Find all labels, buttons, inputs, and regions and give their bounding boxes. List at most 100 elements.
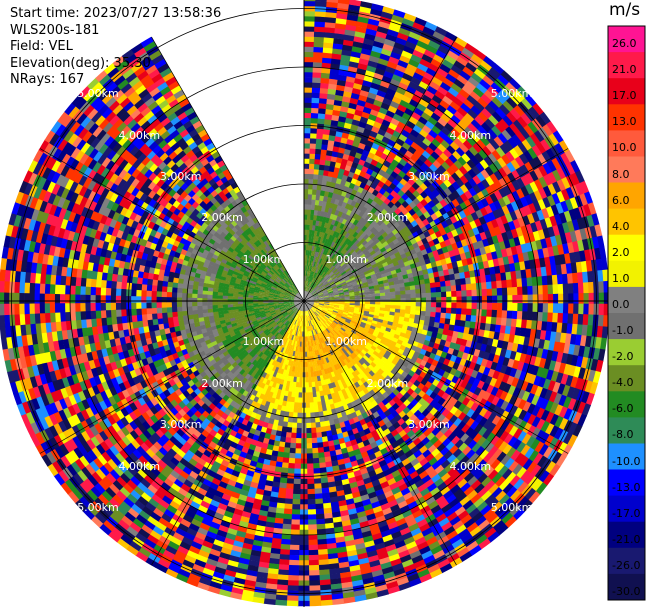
- range-gate: [309, 164, 315, 170]
- range-gate: [307, 204, 311, 210]
- range-gate: [599, 293, 605, 305]
- range-gate: [517, 287, 523, 296]
- range-gate: [304, 148, 310, 154]
- range-gate: [304, 46, 314, 52]
- range-gate: [312, 87, 321, 93]
- range-gate: [310, 128, 317, 134]
- range-gate: [310, 402, 315, 408]
- range-gate: [512, 311, 518, 320]
- range-gate: [538, 294, 544, 304]
- range-gate: [543, 303, 549, 313]
- range-gate: [304, 52, 314, 58]
- range-gate: [308, 367, 311, 373]
- range-gate: [416, 302, 422, 307]
- range-gate: [308, 514, 317, 520]
- range-gate: [315, 16, 327, 22]
- range-gate: [314, 37, 325, 43]
- range-gate: [486, 310, 492, 318]
- range-gate: [309, 585, 321, 591]
- range-gate: [552, 313, 558, 324]
- range-gate: [406, 302, 412, 306]
- range-gate: [573, 304, 579, 315]
- range-gate: [578, 304, 584, 315]
- range-gate: [528, 295, 533, 304]
- range-gate: [307, 494, 315, 500]
- range-gate: [305, 372, 308, 377]
- range-gate: [481, 282, 487, 290]
- range-gate: [456, 302, 462, 308]
- range-gate: [426, 307, 432, 312]
- range-gate: [310, 133, 317, 139]
- range-gate: [306, 392, 310, 398]
- range-gate: [441, 297, 446, 303]
- range-gate: [589, 293, 594, 305]
- range-gate: [314, 483, 322, 489]
- range-gate: [522, 311, 528, 320]
- range-gate: [553, 303, 559, 313]
- range-gate: [583, 304, 589, 316]
- range-gate: [308, 540, 318, 546]
- range-gate: [304, 143, 310, 149]
- range-gate: [312, 443, 318, 449]
- range-gate: [304, 102, 312, 108]
- range-gate: [313, 468, 320, 474]
- range-gate: [314, 26, 325, 32]
- range-gate: [380, 302, 385, 305]
- range-gate: [445, 313, 451, 319]
- range-gate: [431, 302, 437, 307]
- range-gate: [460, 278, 466, 285]
- range-gate: [547, 313, 553, 323]
- range-gate: [507, 303, 513, 312]
- range-gate: [318, 457, 325, 463]
- range-gate: [411, 298, 416, 303]
- range-gate: [533, 303, 539, 312]
- range-gate: [451, 291, 457, 297]
- range-gate: [316, 139, 323, 145]
- range-gate: [314, 493, 322, 499]
- range-gate: [310, 417, 315, 423]
- range-gate: [517, 311, 523, 320]
- range-gate: [450, 314, 456, 321]
- range-gate: [492, 303, 498, 311]
- range-gate: [309, 169, 315, 175]
- range-gate: [304, 1, 316, 7]
- range-gate: [405, 306, 411, 311]
- range-gate: [304, 204, 308, 210]
- range-gate: [568, 293, 574, 304]
- range-gate: [416, 298, 421, 303]
- range-gate: [436, 292, 442, 298]
- range-gate: [308, 199, 312, 205]
- range-gate: [304, 97, 312, 103]
- range-gate: [305, 387, 309, 393]
- range-gate: [309, 153, 315, 159]
- range-gate: [492, 296, 498, 304]
- range-gate: [436, 302, 442, 308]
- range-gate: [306, 448, 312, 454]
- range-gate: [309, 387, 313, 393]
- range-gate: [304, 72, 313, 78]
- range-gate: [380, 296, 386, 299]
- range-gate: [315, 149, 322, 155]
- range-gate: [311, 438, 317, 444]
- range-gate: [421, 307, 427, 312]
- range-gate: [588, 282, 594, 294]
- range-gate: [304, 31, 315, 37]
- range-gate: [481, 316, 487, 324]
- range-gate: [345, 298, 350, 300]
- range-gate: [567, 313, 573, 324]
- range-gate: [568, 283, 574, 294]
- range-gate: [308, 524, 317, 530]
- range-gate: [491, 310, 497, 318]
- range-gate: [390, 302, 396, 306]
- range-gate: [316, 514, 325, 520]
- range-gate: [312, 77, 321, 83]
- range-gate: [304, 158, 310, 164]
- range-gate: [304, 77, 313, 83]
- range-gate: [311, 118, 319, 124]
- range-gate: [304, 62, 314, 68]
- range-gate: [558, 303, 564, 314]
- range-gate: [563, 294, 569, 305]
- range-gate: [553, 294, 558, 304]
- range-gate: [317, 118, 325, 124]
- range-gate: [405, 290, 411, 295]
